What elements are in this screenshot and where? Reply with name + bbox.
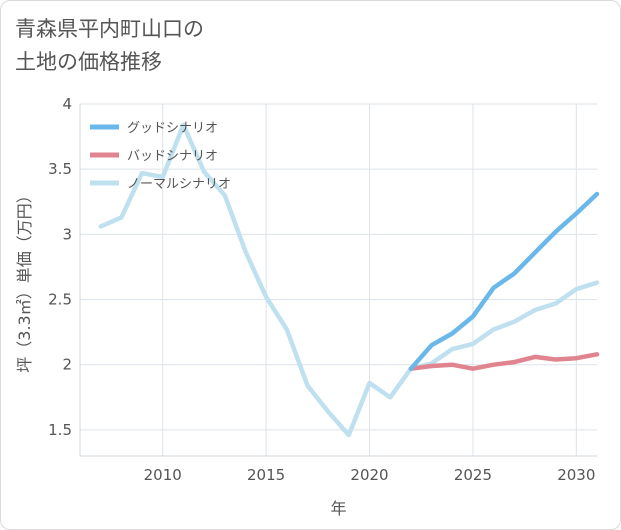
chart-title-line-2: 土地の価格推移 bbox=[15, 50, 162, 74]
y-tick-label: 4 bbox=[62, 95, 72, 113]
legend-label: グッドシナリオ bbox=[127, 121, 218, 136]
y-tick-label: 1.5 bbox=[48, 421, 72, 439]
y-tick-label: 2 bbox=[62, 356, 72, 374]
chart-title-line-1: 青森県平内町山口の bbox=[15, 17, 204, 41]
x-axis-title: 年 bbox=[330, 499, 346, 518]
series-line-2 bbox=[98, 122, 600, 438]
y-axis-title: 坪（3.3㎡）単価（万円） bbox=[15, 187, 34, 372]
y-tick-label: 2.5 bbox=[48, 291, 72, 309]
x-tick-label: 2020 bbox=[350, 466, 388, 484]
x-tick-label: 2010 bbox=[144, 466, 182, 484]
chart-title: 青森県平内町山口の 土地の価格推移 bbox=[15, 13, 204, 79]
axes bbox=[79, 104, 597, 457]
x-tick-label: 2030 bbox=[557, 466, 595, 484]
y-tick-label: 3.5 bbox=[48, 160, 72, 178]
series-line-0 bbox=[408, 191, 600, 371]
series-lines bbox=[98, 122, 600, 438]
x-tick-label: 2015 bbox=[247, 466, 285, 484]
tick-labels: 2010 2015 2020 2025 2030 1.5 2 2.5 3 3.5 4 bbox=[48, 95, 595, 484]
legend-label: バッドシナリオ bbox=[127, 149, 218, 164]
x-tick-label: 2025 bbox=[454, 466, 492, 484]
grid-lines bbox=[80, 103, 597, 456]
y-tick-label: 3 bbox=[62, 225, 72, 243]
series-line-1 bbox=[408, 352, 600, 371]
legend-label: ノーマルシナリオ bbox=[127, 177, 231, 192]
